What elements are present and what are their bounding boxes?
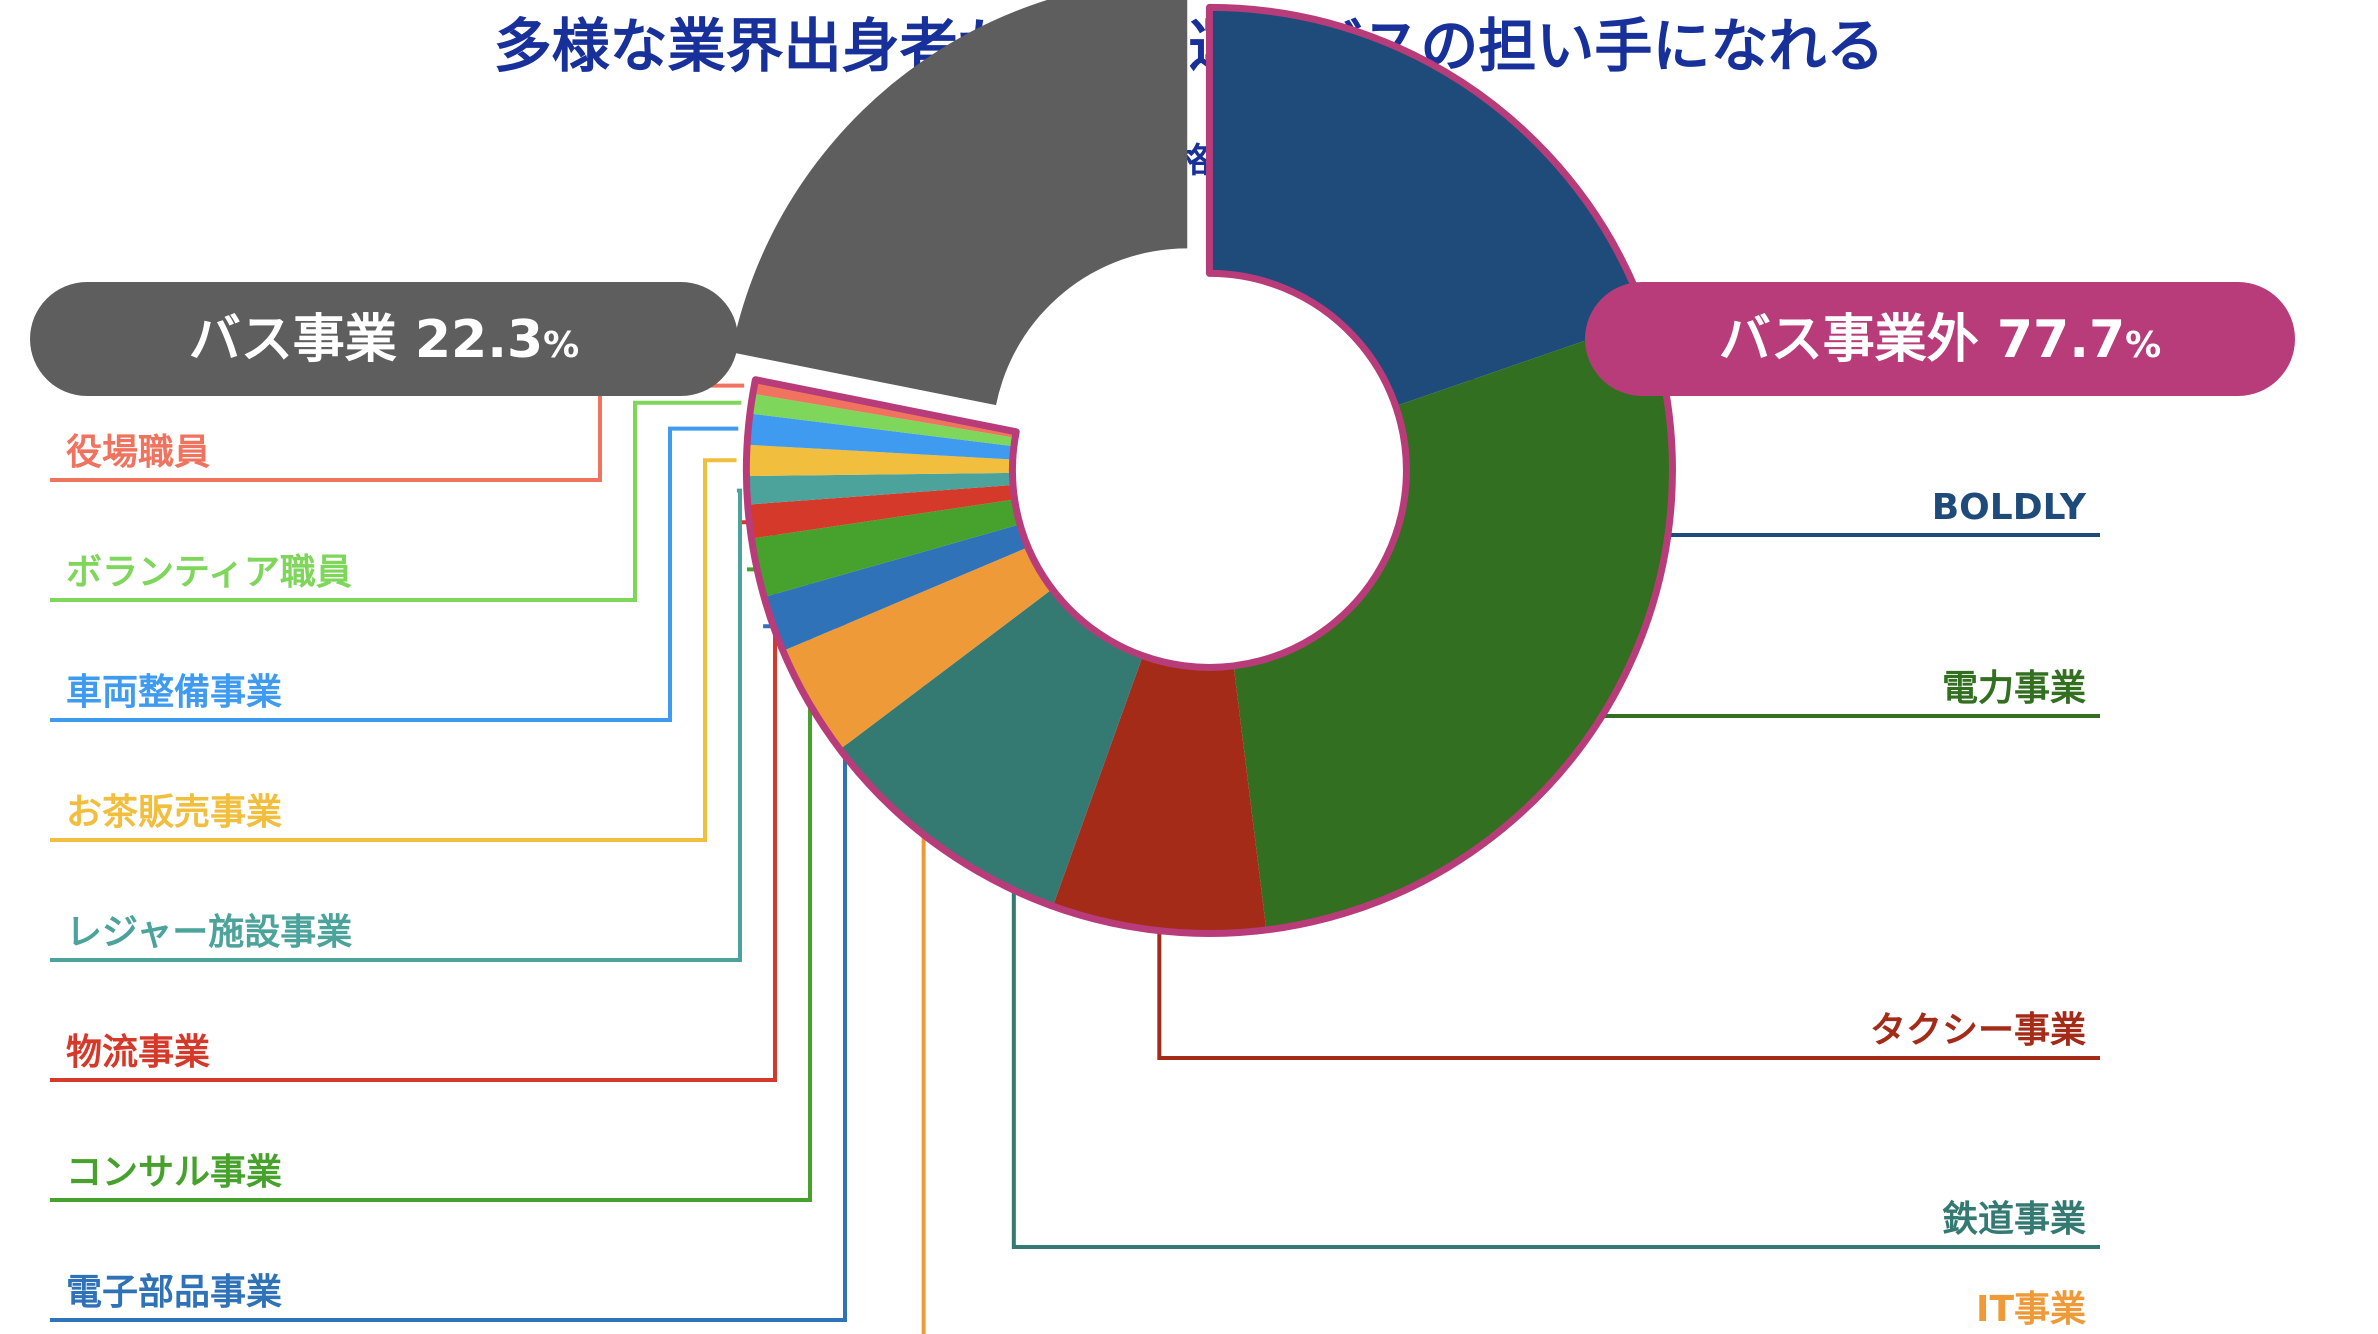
label-it事業: IT事業 bbox=[1976, 1289, 2086, 1330]
leader-タクシー事業 bbox=[1157, 920, 2100, 1060]
label-お茶販売事業: お茶販売事業 bbox=[66, 792, 282, 833]
slice-it事業 bbox=[781, 546, 1054, 751]
pill-text-non-bus: バス事業外 77.7% bbox=[1719, 310, 2161, 370]
pill-bus bbox=[30, 282, 738, 396]
label-電力事業: 電力事業 bbox=[1942, 668, 2086, 709]
leader-お茶販売事業 bbox=[50, 458, 737, 842]
label-電子部品事業: 電子部品事業 bbox=[66, 1272, 282, 1313]
pill-non-bus bbox=[1585, 282, 2295, 396]
slice-電子部品事業 bbox=[762, 523, 1030, 652]
label-車両整備事業: 車両整備事業 bbox=[66, 672, 282, 713]
leader-電子部品事業 bbox=[50, 624, 847, 1322]
slice-バス事業 bbox=[731, 0, 1188, 406]
leader-電力事業 bbox=[1591, 710, 2100, 718]
leader-レジャー施設事業 bbox=[50, 488, 742, 962]
leader-ボランティア職員 bbox=[50, 400, 742, 602]
label-boldly: BOLDLY bbox=[1932, 487, 2087, 528]
label-ボランティア職員: ボランティア職員 bbox=[66, 552, 352, 593]
slice-コンサル事業 bbox=[749, 499, 1022, 598]
pill-text-bus: バス事業 22.3% bbox=[189, 310, 579, 370]
label-役場職員: 役場職員 bbox=[66, 432, 210, 473]
slice-レジャー施設事業 bbox=[744, 472, 1015, 505]
label-タクシー事業: タクシー事業 bbox=[1870, 1010, 2086, 1051]
leader-it事業 bbox=[921, 635, 926, 1334]
group-pills: バス事業 22.3% バス事業外 77.7% bbox=[30, 282, 2295, 396]
slice-タクシー事業 bbox=[1052, 653, 1267, 936]
label-コンサル事業: コンサル事業 bbox=[66, 1152, 282, 1193]
slice-物流事業 bbox=[745, 484, 1017, 539]
slice-お茶販売事業 bbox=[744, 444, 1015, 477]
leader-鉄道事業 bbox=[1011, 736, 2100, 1249]
slice-ボランティア職員 bbox=[747, 393, 1018, 447]
leader-コンサル事業 bbox=[50, 567, 812, 1202]
label-物流事業: 物流事業 bbox=[66, 1032, 210, 1073]
label-レジャー施設事業: レジャー施設事業 bbox=[66, 912, 352, 953]
label-鉄道事業: 鉄道事業 bbox=[1942, 1199, 2086, 1240]
slice-車両整備事業 bbox=[745, 413, 1016, 460]
slice-電力事業 bbox=[1233, 318, 1675, 932]
leader-車両整備事業 bbox=[50, 426, 739, 722]
leader-lines bbox=[50, 101, 2100, 1334]
chart-title: 多様な業界出身者が、自動運転バスの担い手になれる bbox=[494, 12, 1885, 80]
